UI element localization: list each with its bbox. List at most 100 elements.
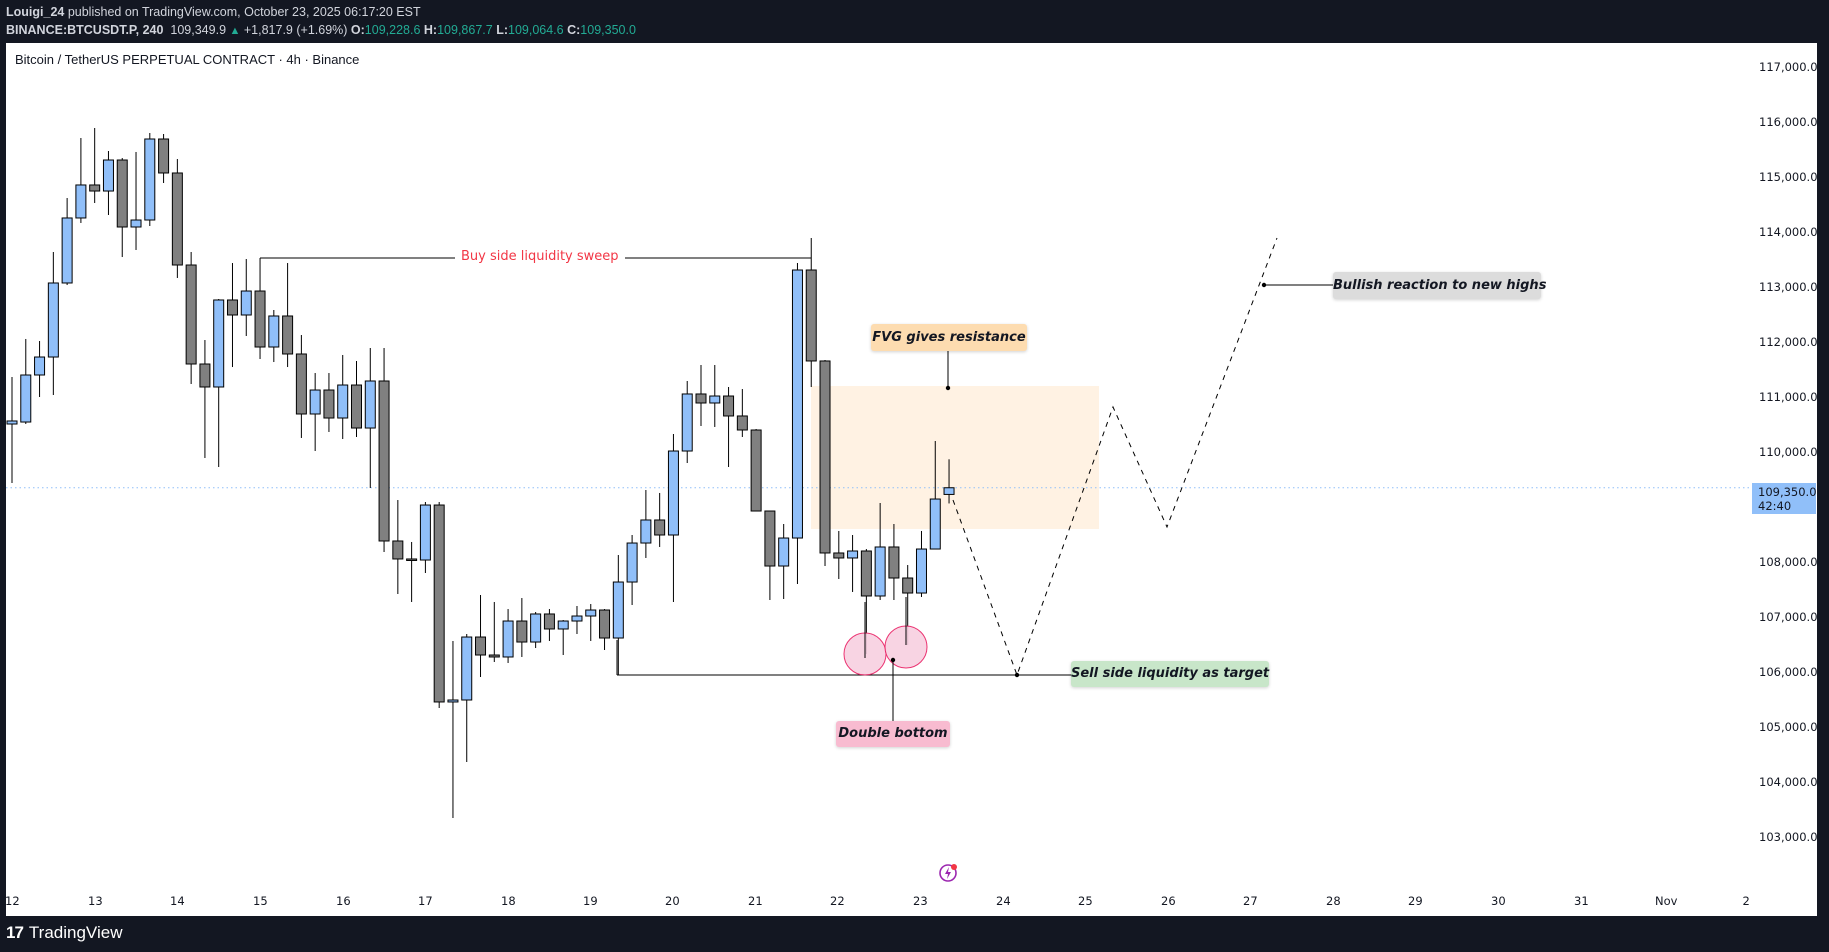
candle-down [805, 269, 817, 362]
candle-up [461, 636, 473, 701]
candle-down [543, 613, 555, 630]
candle-up [530, 613, 542, 643]
date-tick-label: 26 [1161, 894, 1176, 908]
candle-up [667, 450, 679, 536]
candle-up [585, 609, 597, 617]
buy-side-liquidity-label[interactable]: Buy side liquidity sweep [455, 249, 625, 264]
date-tick-label: 13 [88, 894, 103, 908]
candle-up [6, 420, 18, 425]
high-label: H: [423, 23, 438, 37]
candle-up [419, 504, 431, 561]
fvg-zone [811, 386, 1099, 529]
candle-down [723, 395, 735, 417]
up-arrow-icon: ▲ [229, 25, 241, 37]
price-tick-label: 103,000.0 [1759, 830, 1818, 844]
candle-down [750, 429, 762, 512]
lightning-alert-icon[interactable] [938, 863, 958, 883]
low-value: 109,064.6 [508, 23, 564, 37]
sell-side-target-dot [1014, 672, 1020, 678]
low-label: L: [496, 23, 508, 37]
candle-down [819, 360, 831, 554]
published-text: published on TradingView.com, October 23… [67, 5, 421, 19]
fvg-dot [945, 385, 951, 391]
price-tick-label: 106,000.0 [1759, 665, 1818, 679]
sell-side-liquidity-note[interactable]: Sell side liquidity as target [1071, 661, 1269, 687]
bullish-reaction-note[interactable]: Bullish reaction to new highs [1333, 272, 1546, 299]
price-tick-label: 107,000.0 [1759, 610, 1818, 624]
candle-down [888, 546, 900, 579]
symbol-line: BINANCE:BTCUSDT.P, 240 109,349.9 ▲ +1,81… [6, 21, 636, 40]
candle-down [378, 380, 390, 542]
date-tick-label: 29 [1408, 894, 1423, 908]
candle-up [47, 282, 59, 358]
candle-up [874, 546, 886, 597]
date-tick-label: 2 [1742, 894, 1750, 908]
candle-up [20, 374, 32, 423]
candle-up [240, 290, 252, 316]
candle-down [116, 159, 128, 228]
price-tick-label: 105,000.0 [1759, 720, 1818, 734]
publisher-name[interactable]: Louigi_24 [6, 5, 65, 19]
price-change: +1,817.9 (+1.69%) [243, 23, 348, 37]
price-tick-label: 108,000.0 [1759, 555, 1818, 569]
candle-down [295, 353, 307, 415]
price-tick-label: 114,000.0 [1759, 225, 1818, 239]
candle-up [640, 519, 652, 544]
candle-down [764, 510, 776, 567]
candle-up [213, 299, 225, 388]
candle-down [902, 577, 914, 594]
candle-up [915, 548, 927, 594]
date-tick-label: 30 [1491, 894, 1506, 908]
date-tick-label: 18 [501, 894, 516, 908]
high-value: 109,867.7 [437, 23, 493, 37]
chart-title: Bitcoin / TetherUS PERPETUAL CONTRACT · … [15, 52, 360, 67]
candle-down [488, 654, 500, 658]
candle-up [626, 542, 638, 583]
candle-down [185, 264, 197, 365]
current-price-value: 109,350.0 [1758, 485, 1817, 499]
candle-up [364, 380, 376, 429]
tradingview-logo[interactable]: 17 TradingView [6, 923, 122, 943]
candle-down [695, 393, 707, 404]
candle-up [612, 581, 624, 639]
candle-up [309, 389, 321, 415]
candle-down [392, 540, 404, 560]
candle-up [557, 620, 569, 630]
candle-up [791, 269, 803, 539]
date-tick-label: 16 [336, 894, 351, 908]
double-bottom-dot [890, 657, 896, 663]
fvg-resistance-note[interactable]: FVG gives resistance [871, 324, 1027, 351]
candle-up [681, 393, 693, 452]
date-tick-label: Nov [1655, 894, 1678, 908]
price-tick-label: 112,000.0 [1759, 335, 1818, 349]
date-tick-label: 17 [418, 894, 433, 908]
candle-up [102, 159, 114, 192]
candle-down [475, 636, 487, 656]
candle-down [516, 620, 528, 643]
date-tick-label: 12 [5, 894, 20, 908]
date-tick-label: 21 [748, 894, 763, 908]
publish-header: Louigi_24 published on TradingView.com, … [6, 3, 636, 40]
price-tick-label: 113,000.0 [1759, 280, 1818, 294]
candle-down [199, 363, 211, 388]
candle-down [323, 389, 335, 419]
date-tick-label: 20 [665, 894, 680, 908]
open-value: 109,228.6 [364, 23, 421, 37]
date-tick-label: 14 [170, 894, 185, 908]
date-tick-label: 27 [1243, 894, 1258, 908]
candle-up [778, 537, 790, 567]
double-bottom-note[interactable]: Double bottom [836, 721, 950, 747]
date-tick-label: 15 [253, 894, 268, 908]
candle-down [351, 384, 362, 429]
bar-countdown: 42:40 [1758, 499, 1792, 513]
candle-up [709, 395, 721, 404]
candle-down [226, 299, 238, 316]
candle-down [158, 138, 170, 174]
candle-down [833, 552, 845, 559]
date-tick-label: 19 [583, 894, 598, 908]
candle-down [599, 609, 611, 639]
date-tick-label: 22 [830, 894, 845, 908]
candle-up [943, 487, 955, 495]
close-label: C: [567, 23, 581, 37]
